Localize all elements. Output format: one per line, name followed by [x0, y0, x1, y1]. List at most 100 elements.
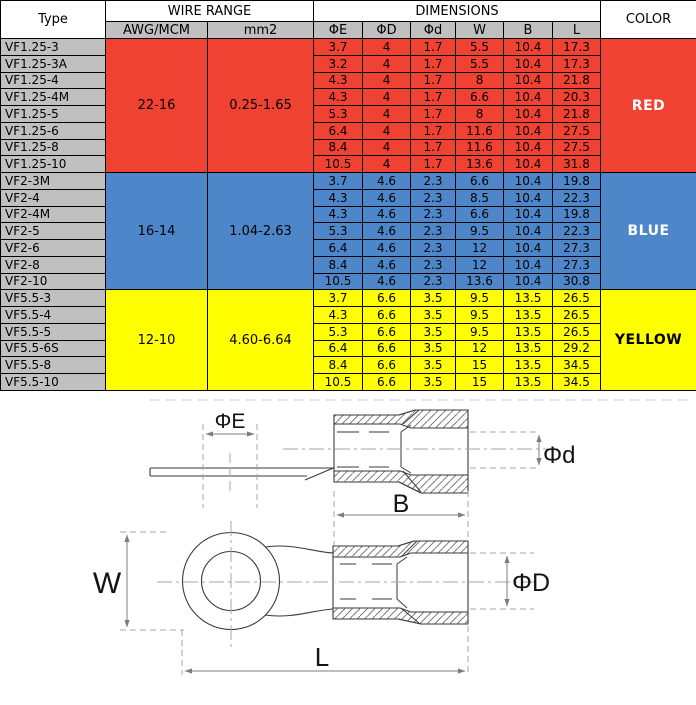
- extension-lines: [120, 521, 540, 675]
- type-cell: VF1.25-4: [1, 72, 106, 89]
- header-phi-e: ΦE: [314, 22, 363, 39]
- dim-cell: 1.7: [411, 122, 456, 139]
- dim-cell: 13.5: [504, 357, 553, 374]
- dim-cell: 2.3: [411, 223, 456, 240]
- dim-cell: 4: [363, 72, 411, 89]
- header-w: W: [456, 22, 504, 39]
- awg-range-cell: 12-10: [106, 290, 208, 391]
- dim-cell: 12: [456, 240, 504, 257]
- dim-cell: 10.5: [314, 273, 363, 290]
- dim-cell: 1.7: [411, 156, 456, 173]
- dim-cell: 27.3: [553, 240, 601, 257]
- dim-cell: 8.4: [314, 139, 363, 156]
- dim-cell: 1.7: [411, 55, 456, 72]
- dim-cell: 4: [363, 122, 411, 139]
- dim-cell: 3.7: [314, 173, 363, 190]
- dim-cell: 17.3: [553, 39, 601, 56]
- dim-cell: 1.7: [411, 89, 456, 106]
- dim-cell: 10.4: [504, 89, 553, 106]
- dim-cell: 4.6: [363, 206, 411, 223]
- dim-cell: 27.3: [553, 256, 601, 273]
- label-phi-D: ΦD: [512, 569, 550, 597]
- dim-cell: 11.6: [456, 122, 504, 139]
- dim-cell: 4.3: [314, 72, 363, 89]
- dim-cell: 13.5: [504, 340, 553, 357]
- type-cell: VF2-4M: [1, 206, 106, 223]
- type-cell: VF1.25-5: [1, 106, 106, 123]
- dim-cell: 4: [363, 55, 411, 72]
- dim-cell: 10.4: [504, 55, 553, 72]
- dim-cell: 10.4: [504, 106, 553, 123]
- dim-cell: 13.5: [504, 323, 553, 340]
- dim-cell: 13.6: [456, 273, 504, 290]
- dim-cell: 10.4: [504, 139, 553, 156]
- dim-cell: 6.4: [314, 240, 363, 257]
- neck-top-curve: [265, 546, 333, 553]
- dim-cell: 26.5: [553, 307, 601, 324]
- label-w: W: [93, 567, 122, 600]
- label-phi-e: ΦE: [215, 410, 246, 433]
- mm2-range-cell: 1.04-2.63: [208, 173, 314, 290]
- dim-cell: 3.5: [411, 307, 456, 324]
- dim-cell: 21.8: [553, 106, 601, 123]
- type-cell: VF5.5-3: [1, 290, 106, 307]
- dim-cell: 2.3: [411, 273, 456, 290]
- dim-cell: 5.5: [456, 39, 504, 56]
- header-type: Type: [1, 1, 106, 39]
- type-cell: VF1.25-3: [1, 39, 106, 56]
- awg-range-cell: 22-16: [106, 39, 208, 173]
- dim-cell: 8.4: [314, 357, 363, 374]
- dim-cell: 2.3: [411, 240, 456, 257]
- dim-cell: 6.6: [456, 89, 504, 106]
- dim-cell: 4: [363, 89, 411, 106]
- dim-cell: 5.3: [314, 223, 363, 240]
- dim-cell: 3.5: [411, 357, 456, 374]
- dim-cell: 10.4: [504, 39, 553, 56]
- mm2-range-cell: 4.60-6.64: [208, 290, 314, 391]
- dim-cell: 4.3: [314, 89, 363, 106]
- dim-cell: 11.6: [456, 139, 504, 156]
- dim-cell: 10.4: [504, 256, 553, 273]
- dim-cell: 6.6: [456, 173, 504, 190]
- dim-cell: 20.3: [553, 89, 601, 106]
- label-l: L: [315, 642, 329, 672]
- dim-cell: 10.5: [314, 374, 363, 391]
- neck-bottom-curve: [265, 609, 333, 616]
- dim-cell: 34.5: [553, 374, 601, 391]
- header-l: L: [553, 22, 601, 39]
- dim-cell: 3.7: [314, 39, 363, 56]
- dim-cell: 2.3: [411, 206, 456, 223]
- dim-cell: 3.2: [314, 55, 363, 72]
- dim-cell: 8: [456, 72, 504, 89]
- dim-cell: 1.7: [411, 39, 456, 56]
- dim-cell: 4.6: [363, 256, 411, 273]
- dim-cell: 4.6: [363, 273, 411, 290]
- dimension-diagram: ΦE Φd B: [0, 391, 696, 701]
- dim-cell: 22.3: [553, 189, 601, 206]
- header-dimensions: DIMENSIONS: [314, 1, 601, 22]
- dim-cell: 1.7: [411, 139, 456, 156]
- dim-cell: 19.8: [553, 173, 601, 190]
- dim-cell: 4: [363, 156, 411, 173]
- dim-cell: 5.3: [314, 106, 363, 123]
- dim-cell: 8.4: [314, 256, 363, 273]
- dim-cell: 8: [456, 106, 504, 123]
- type-cell: VF2-8: [1, 256, 106, 273]
- dim-cell: 17.3: [553, 55, 601, 72]
- dim-cell: 27.5: [553, 139, 601, 156]
- type-cell: VF1.25-10: [1, 156, 106, 173]
- dim-cell: 27.5: [553, 122, 601, 139]
- dim-cell: 4.6: [363, 223, 411, 240]
- dim-cell: 9.5: [456, 223, 504, 240]
- header-phi-d: Φd: [411, 22, 456, 39]
- dim-cell: 10.4: [504, 173, 553, 190]
